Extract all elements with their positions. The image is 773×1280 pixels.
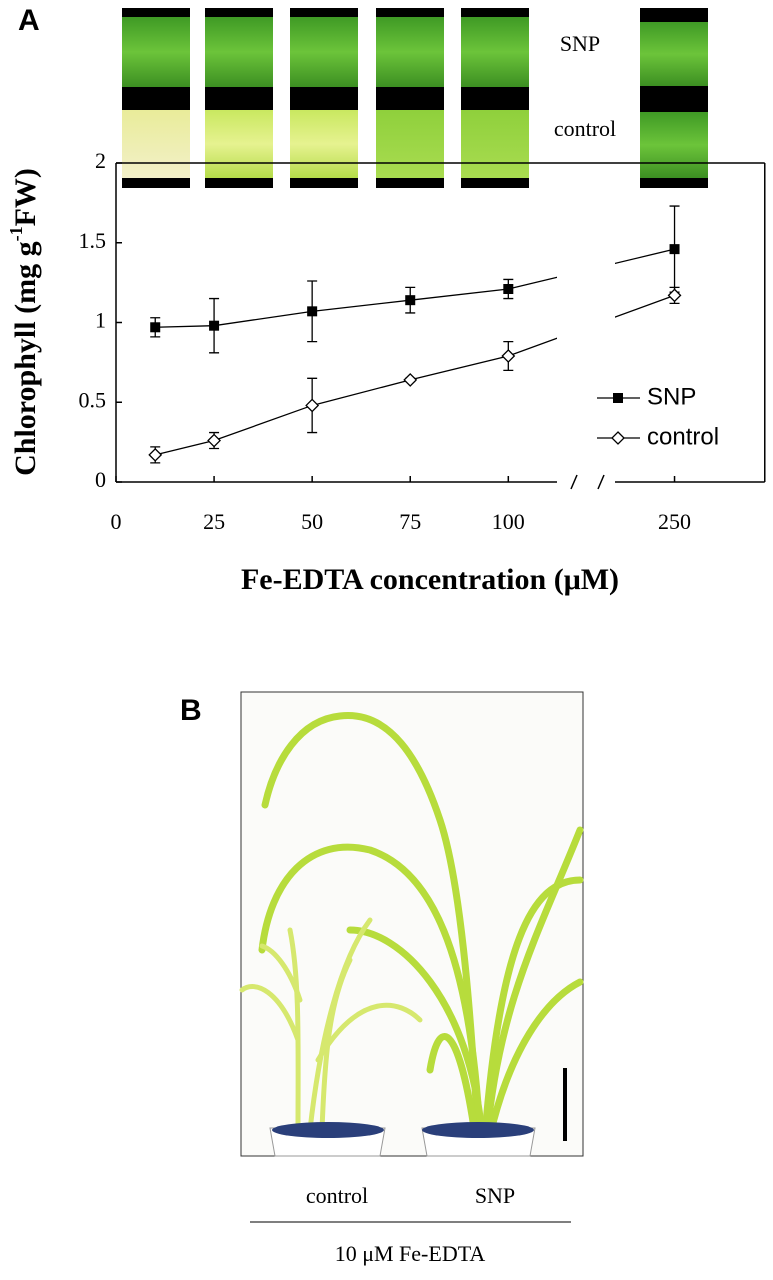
x-tick-label: 250 [658, 509, 691, 534]
y-tick-label: 1 [95, 308, 106, 333]
panel-letter: B [180, 694, 202, 727]
marker [148, 447, 163, 462]
legend-label: control [647, 423, 719, 450]
marker [150, 322, 161, 333]
y-label-text: FW) [9, 168, 42, 226]
x-tick-label: 0 [111, 509, 122, 534]
marker [209, 320, 220, 331]
plot: 0 0.5 1 1.5 2 0 25 50 75 100 250 SNP control [79, 148, 766, 534]
y-label-text: Chlorophyll (mg g [9, 241, 42, 475]
leaf-label: control [554, 116, 616, 141]
y-tick-label: 0.5 [79, 387, 107, 412]
marker [611, 431, 625, 445]
axis-break [557, 165, 615, 492]
y-tick-label: 1.5 [79, 228, 107, 253]
marker [305, 398, 320, 413]
y-axis-label: Chlorophyll (mg g-1FW) [6, 168, 42, 476]
x-tick-label: 75 [399, 509, 421, 534]
marker [503, 284, 514, 295]
plant-photo [239, 691, 584, 1157]
series-line [155, 294, 675, 456]
y-label-sup: -1 [6, 226, 26, 241]
axis-break-mark [570, 474, 578, 490]
treatment-condition: 10 μM Fe-EDTA [335, 1241, 486, 1266]
panel-letter: A [18, 4, 40, 37]
marker [669, 244, 680, 255]
marker [613, 393, 623, 403]
marker [207, 433, 221, 448]
marker [667, 288, 682, 303]
y-tick-label: 2 [95, 148, 106, 173]
x-axis-label: Fe-EDTA concentration (μM) [241, 563, 619, 596]
marker [501, 349, 516, 363]
x-tick-label: 25 [203, 509, 225, 534]
axis-break-mark [597, 474, 605, 490]
series-line [155, 248, 675, 328]
x-tick-label: 100 [492, 509, 525, 534]
x-tick-label: 50 [301, 509, 323, 534]
leaf-photos [122, 8, 708, 188]
leaf-label: SNP [560, 31, 600, 56]
y-tick-label: 0 [95, 467, 106, 492]
treatment-label: control [306, 1183, 368, 1208]
marker [403, 373, 418, 387]
marker [307, 306, 318, 317]
treatment-label: SNP [475, 1183, 515, 1208]
marker [405, 295, 416, 306]
legend-label: SNP [647, 383, 696, 410]
